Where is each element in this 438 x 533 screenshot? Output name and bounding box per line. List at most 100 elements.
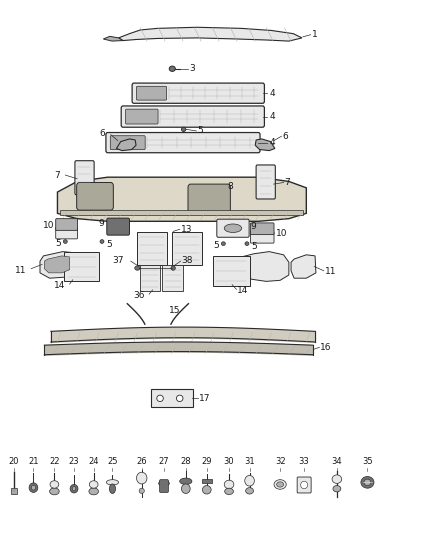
Text: 37: 37	[112, 256, 124, 264]
Ellipse shape	[245, 475, 254, 486]
FancyBboxPatch shape	[188, 184, 230, 213]
FancyBboxPatch shape	[251, 223, 274, 235]
FancyBboxPatch shape	[138, 232, 167, 265]
Bar	[60, 209, 303, 215]
Text: 33: 33	[299, 457, 310, 466]
FancyBboxPatch shape	[56, 227, 78, 239]
Text: 5: 5	[251, 242, 257, 251]
Text: 32: 32	[275, 457, 286, 466]
FancyBboxPatch shape	[217, 219, 249, 237]
Ellipse shape	[332, 475, 342, 483]
Ellipse shape	[181, 127, 186, 132]
Text: 11: 11	[14, 266, 26, 274]
Text: 1: 1	[311, 30, 317, 39]
Text: 15: 15	[169, 305, 180, 314]
Text: 9: 9	[250, 222, 256, 231]
Text: 5: 5	[213, 241, 219, 250]
Text: 14: 14	[54, 281, 65, 290]
Text: 5: 5	[55, 239, 61, 248]
Ellipse shape	[72, 487, 76, 491]
Ellipse shape	[157, 395, 163, 401]
FancyBboxPatch shape	[64, 252, 99, 281]
FancyBboxPatch shape	[256, 165, 276, 199]
Ellipse shape	[177, 395, 183, 401]
Text: 24: 24	[88, 457, 99, 466]
FancyBboxPatch shape	[172, 232, 202, 265]
FancyBboxPatch shape	[151, 389, 193, 407]
FancyBboxPatch shape	[126, 109, 158, 124]
Text: 17: 17	[199, 394, 210, 403]
FancyBboxPatch shape	[106, 133, 260, 153]
Ellipse shape	[29, 483, 38, 492]
Ellipse shape	[224, 480, 234, 489]
Ellipse shape	[224, 224, 242, 232]
FancyBboxPatch shape	[162, 265, 183, 291]
Ellipse shape	[225, 488, 233, 495]
Ellipse shape	[31, 485, 35, 490]
Text: 16: 16	[320, 343, 332, 352]
Polygon shape	[57, 177, 306, 221]
Text: 13: 13	[180, 225, 192, 234]
Polygon shape	[119, 27, 302, 41]
FancyBboxPatch shape	[56, 219, 78, 230]
FancyBboxPatch shape	[107, 218, 130, 235]
FancyBboxPatch shape	[213, 256, 250, 286]
Ellipse shape	[89, 481, 98, 488]
FancyBboxPatch shape	[140, 265, 160, 291]
FancyBboxPatch shape	[251, 231, 274, 243]
FancyBboxPatch shape	[75, 161, 94, 195]
FancyBboxPatch shape	[121, 106, 265, 127]
Ellipse shape	[361, 477, 374, 488]
Ellipse shape	[89, 488, 99, 495]
Ellipse shape	[245, 242, 249, 246]
Polygon shape	[255, 139, 275, 151]
Text: 10: 10	[276, 229, 287, 238]
Ellipse shape	[110, 484, 116, 494]
Text: 34: 34	[332, 457, 342, 466]
Ellipse shape	[100, 240, 104, 244]
Text: 23: 23	[69, 457, 79, 466]
Bar	[201, 479, 212, 483]
Text: 8: 8	[228, 182, 233, 191]
Text: 22: 22	[49, 457, 60, 466]
Text: 5: 5	[197, 126, 203, 135]
Polygon shape	[117, 139, 136, 151]
Polygon shape	[291, 255, 316, 278]
Ellipse shape	[135, 266, 140, 270]
Ellipse shape	[171, 266, 175, 270]
Ellipse shape	[274, 480, 286, 489]
Ellipse shape	[221, 242, 225, 246]
Ellipse shape	[277, 482, 284, 487]
Ellipse shape	[364, 479, 371, 486]
Ellipse shape	[106, 480, 119, 485]
Text: 6: 6	[283, 132, 288, 141]
Ellipse shape	[64, 240, 67, 244]
Text: 28: 28	[180, 457, 191, 466]
Ellipse shape	[50, 481, 59, 488]
FancyBboxPatch shape	[77, 182, 113, 210]
Text: 36: 36	[133, 290, 145, 300]
Text: 10: 10	[42, 221, 54, 230]
Ellipse shape	[300, 481, 307, 489]
Ellipse shape	[246, 488, 254, 494]
Polygon shape	[237, 252, 289, 281]
Text: 27: 27	[159, 457, 170, 466]
Bar	[11, 488, 17, 494]
Ellipse shape	[333, 486, 341, 492]
Text: 6: 6	[100, 129, 106, 138]
Ellipse shape	[202, 486, 211, 494]
Ellipse shape	[169, 66, 175, 71]
Text: 11: 11	[325, 268, 336, 276]
Text: 4: 4	[269, 138, 275, 147]
Ellipse shape	[181, 484, 190, 494]
Text: 4: 4	[269, 112, 275, 121]
Text: 30: 30	[224, 457, 234, 466]
FancyBboxPatch shape	[132, 83, 265, 103]
Text: 21: 21	[28, 457, 39, 466]
Ellipse shape	[70, 484, 78, 493]
Text: 20: 20	[9, 457, 19, 466]
Text: 26: 26	[136, 457, 147, 466]
FancyBboxPatch shape	[159, 480, 168, 492]
Text: 31: 31	[244, 457, 255, 466]
FancyBboxPatch shape	[297, 477, 311, 493]
